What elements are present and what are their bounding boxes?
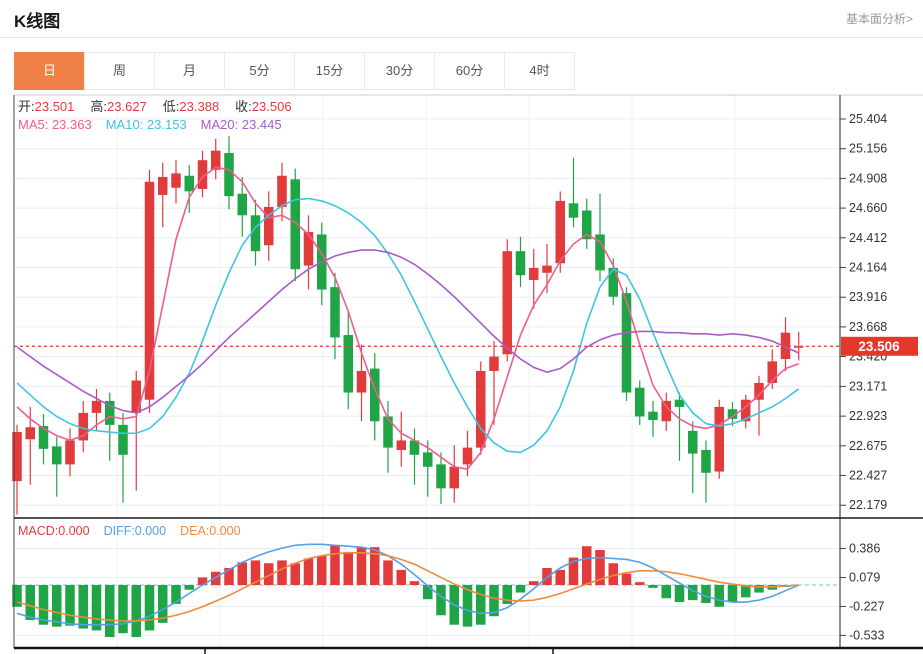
tab-week[interactable]: 周 xyxy=(84,52,155,90)
macd-item: DEA:0.000 xyxy=(180,524,241,538)
svg-text:-0.533: -0.533 xyxy=(849,628,884,642)
svg-text:22.427: 22.427 xyxy=(849,469,887,483)
candlestick-series xyxy=(12,136,804,515)
svg-text:25.404: 25.404 xyxy=(849,112,887,126)
svg-text:23.171: 23.171 xyxy=(849,379,887,393)
ma-item: MA10: 23.153 xyxy=(105,117,187,132)
svg-text:24.412: 24.412 xyxy=(849,231,887,245)
fundamental-analysis-link[interactable]: 基本面分析> xyxy=(845,12,913,26)
tab-month[interactable]: 月 xyxy=(154,52,225,90)
tab-30min[interactable]: 30分 xyxy=(364,52,435,90)
ohlc-item: 开:23.501 xyxy=(18,99,75,114)
svg-text:23.506: 23.506 xyxy=(858,339,900,354)
ma5-line xyxy=(16,166,800,471)
svg-text:24.660: 24.660 xyxy=(849,201,887,215)
ma-item: MA5: 23.363 xyxy=(18,117,92,132)
svg-text:25.156: 25.156 xyxy=(849,142,887,156)
ma10-line xyxy=(16,197,800,454)
ma-readout: MA5: 23.363 MA10: 23.153 MA20: 23.445 xyxy=(18,117,282,132)
svg-text:24.908: 24.908 xyxy=(849,171,887,185)
period-tab-bar: 日周月 5分 15分 30分 60分 4时 xyxy=(14,52,575,90)
svg-text:0.079: 0.079 xyxy=(849,571,880,585)
svg-text:22.675: 22.675 xyxy=(849,439,887,453)
tab-day[interactable]: 日 xyxy=(14,52,85,90)
tab-5min[interactable]: 5分 xyxy=(224,52,295,90)
diff-line xyxy=(16,543,800,626)
macd-item: DIFF:0.000 xyxy=(103,524,167,538)
ohlc-item: 收:23.506 xyxy=(235,99,292,114)
ohlc-item: 高:23.627 xyxy=(90,99,147,114)
svg-text:23.668: 23.668 xyxy=(849,320,887,334)
ohlc-readout: 开:23.501 高:23.627 低:23.388 收:23.506 xyxy=(18,96,292,115)
current-price-tag: 23.506 xyxy=(841,336,918,356)
svg-text:24.164: 24.164 xyxy=(849,260,887,274)
header-divider xyxy=(0,37,923,38)
macd-readout: MACD:0.000 DIFF:0.000 DEA:0.000 xyxy=(18,524,241,538)
svg-text:0.386: 0.386 xyxy=(849,541,880,555)
macd-item: MACD:0.000 xyxy=(18,524,90,538)
svg-text:-0.227: -0.227 xyxy=(849,599,884,613)
svg-text:22.923: 22.923 xyxy=(849,409,887,423)
tab-4hour[interactable]: 4时 xyxy=(504,52,575,90)
svg-text:22.179: 22.179 xyxy=(849,498,887,512)
macd-histogram xyxy=(12,545,791,638)
ohlc-item: 低:23.388 xyxy=(162,99,220,114)
dea-line xyxy=(16,552,799,622)
page-title: K线图 xyxy=(14,12,61,31)
svg-text:23.916: 23.916 xyxy=(849,290,887,304)
ma-item: MA20: 23.445 xyxy=(200,117,282,132)
tab-60min[interactable]: 60分 xyxy=(434,52,505,90)
grid-lines xyxy=(14,95,840,648)
ma20-line xyxy=(16,249,800,414)
axis: 25.404 25.156 24.908 24.660 24.412 24.164 23.9… xyxy=(13,94,923,654)
tab-15min[interactable]: 15分 xyxy=(294,52,365,90)
